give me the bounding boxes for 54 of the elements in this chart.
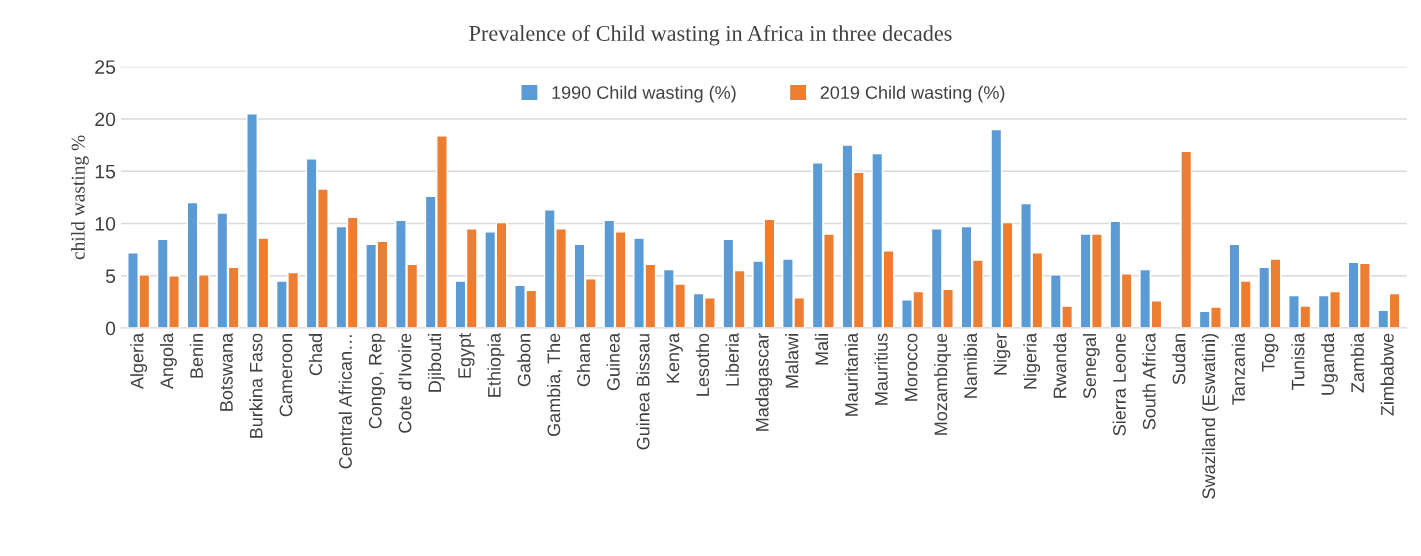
x-tick-label: Cote d'Ivoire	[398, 333, 412, 433]
x-tick-label: Liberia	[725, 332, 739, 386]
x-tick-label: Madagascar	[755, 333, 773, 431]
y-tick-label: 10	[95, 216, 116, 231]
x-tick-label: Mali	[814, 334, 829, 365]
y-axis-title: child wasting %	[71, 135, 89, 260]
x-tick-label: Niger	[993, 333, 1011, 375]
x-tick-label: Zambia	[1350, 332, 1365, 393]
y-tick-label: 15	[95, 164, 116, 179]
x-tick-label: Malawi	[785, 334, 799, 388]
x-tick-label: Tunisia	[1291, 332, 1305, 391]
bar	[1180, 150, 1193, 329]
x-tick-label: Gabon	[517, 334, 531, 387]
x-tick-label: Botswana	[220, 332, 233, 411]
x-tick-label: Chad	[308, 334, 323, 376]
x-tick-label: Algeria	[130, 332, 148, 390]
legend-label: 2019 Child wasting (%)	[820, 85, 1005, 103]
x-tick-label: Namibia	[963, 332, 978, 398]
x-tick-label: Djibouti	[427, 334, 445, 392]
x-tick-label: Lesotho	[695, 333, 710, 396]
x-tick-label: Guinea	[606, 332, 620, 391]
y-tick-label: 0	[105, 321, 116, 336]
x-tick-label: Ghana	[576, 332, 591, 387]
x-tick-label: Nigeria	[1023, 332, 1041, 389]
y-tick-label: 5	[105, 269, 116, 284]
y-tick-label: 20	[95, 112, 116, 127]
x-tick-label: Ethiopia	[487, 332, 505, 397]
x-tick-label: Sudan	[1172, 334, 1186, 385]
x-tick-label: Mauritania	[844, 332, 858, 416]
x-tick-label: Uganda	[1320, 332, 1338, 395]
x-tick-label: Kenya	[666, 332, 683, 383]
x-tick-label: Zimbabwe	[1380, 333, 1394, 416]
x-tick-label: South Africa	[1142, 332, 1156, 430]
x-tick-label: Morocco	[904, 333, 918, 401]
x-tick-label: Mauritius	[874, 333, 888, 405]
x-tick-label: Togo	[1262, 333, 1279, 372]
y-tick-label: 25	[95, 60, 116, 74]
x-tick-label: Benin	[189, 334, 204, 378]
x-tick-label: Cameroon	[279, 334, 293, 417]
legend-label: 1990 Child wasting (%)	[552, 85, 736, 103]
x-tick-label: Burkina Faso	[249, 333, 263, 438]
x-tick-label: Congo, Rep	[368, 333, 386, 429]
x-tick-label: Egypt	[458, 333, 475, 378]
x-tick-label: Gambia, The	[546, 333, 563, 437]
x-tick-label: Senegal	[1082, 334, 1100, 399]
chart-title: Prevalence of Child wasting in Africa in three decades	[469, 25, 952, 46]
x-tick-label: Tanzania	[1231, 332, 1245, 405]
x-tick-label: Central African…	[338, 335, 352, 469]
x-tick-label: Rwanda	[1053, 332, 1067, 398]
x-tick-label: Mozambique	[933, 333, 951, 435]
x-tick-label: Angola	[160, 332, 177, 390]
x-tick-label: Guinea Bissau	[636, 334, 650, 450]
x-tick-label: Sierra Leone	[1112, 333, 1126, 436]
x-tick-label: Swaziland (Eswatini)	[1201, 334, 1219, 499]
